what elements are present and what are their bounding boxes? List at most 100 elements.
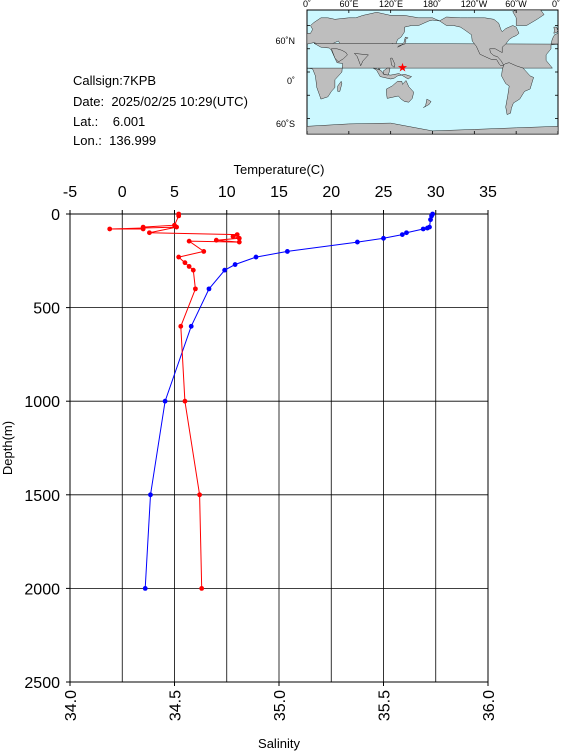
salinity-data-point: [234, 232, 240, 237]
map-longitude-labels: 0˚ 60˚E 120˚E 180˚ 120˚W 60˚W 0˚: [303, 0, 560, 9]
salinity-tick-label: 36.0: [481, 690, 498, 721]
salinity-data-point: [213, 237, 219, 243]
temperature-data-point: [148, 492, 153, 498]
lat-label: Lat.:: [73, 114, 99, 129]
map-land: [306, 9, 559, 135]
temperature-data-point: [188, 323, 194, 329]
temperature-data-point: [284, 249, 290, 254]
temperature-tick-label: 15: [270, 184, 288, 201]
temperature-data-point: [404, 230, 409, 236]
station-lon-row: Lon.: 136.999: [73, 134, 156, 147]
salinity-data-point: [174, 224, 179, 230]
salinity-data-point: [176, 254, 182, 260]
map-lon-label: 60˚W: [505, 0, 527, 9]
depth-axis-title: Depth(m): [0, 421, 15, 475]
map-lon-label: 0˚: [303, 0, 311, 9]
landmass-japan: [397, 36, 409, 48]
temperature-data-point: [206, 286, 212, 292]
temperature-data-point: [222, 267, 228, 273]
salinity-tick-label: 35.0: [272, 690, 289, 721]
series-layer: [107, 211, 436, 591]
date-value: 2025/02/25 10:29(UTC): [111, 94, 248, 109]
salinity-data-point: [140, 225, 146, 231]
temperature-data-point: [424, 225, 430, 231]
map-lon-label: 120˚W: [461, 0, 488, 9]
salinity-tick-label: 34.5: [168, 690, 185, 721]
salinity-data-point: [186, 264, 192, 269]
temperature-tick-label: 35: [479, 184, 497, 201]
salinity-data-point: [178, 323, 184, 329]
salinity-data-point: [201, 249, 207, 254]
depth-tick-label: 1500: [24, 488, 60, 505]
lon-value: 136.999: [109, 133, 157, 148]
world-map: 0˚ 60˚E 120˚E 180˚ 120˚W 60˚W 0˚ 60˚N 0˚…: [275, 0, 560, 135]
landmass-arabia: [331, 48, 348, 63]
salinity-data-point: [236, 235, 242, 241]
temperature-tick-label: 25: [375, 184, 393, 201]
temperature-tick-label: -5: [63, 184, 77, 201]
landmass-south-america: [501, 62, 534, 115]
landmass-north-america: [439, 16, 520, 67]
chart-grid: [69, 213, 489, 683]
salinity-data-point: [236, 239, 242, 245]
depth-tick-label: 1000: [24, 394, 60, 411]
station-lat-row: Lat.: 6.001: [73, 115, 145, 128]
salinity-tick-label: 34.0: [63, 690, 80, 721]
depth-tick-label: 0: [51, 207, 60, 224]
map-lon-label: 120˚E: [379, 0, 403, 9]
station-date-row: Date: 2025/02/25 10:29(UTC): [73, 95, 248, 108]
lon-label: Lon.:: [73, 133, 102, 148]
salinity-data-point: [190, 267, 196, 273]
lat-value: 6.001: [112, 114, 146, 129]
landmass-india-sea-fix: [353, 53, 369, 67]
salinity-data-point: [197, 492, 202, 498]
landmass-australia: [386, 80, 414, 103]
salinity-data-point: [107, 226, 113, 232]
temperature-tick-label: 20: [322, 184, 340, 201]
map-lat-label: 60˚N: [275, 36, 295, 46]
callsign-label: Callsign:: [73, 73, 123, 88]
salinity-data-point: [182, 260, 188, 266]
temperature-data-point: [232, 262, 238, 267]
map-lon-label: 60˚E: [339, 0, 358, 9]
landmass-uk: [553, 26, 559, 34]
date-label: Date:: [73, 94, 105, 109]
salinity-data-point: [230, 234, 236, 239]
salinity-data-point: [176, 213, 182, 219]
temperature-tick-label: 10: [218, 184, 236, 201]
landmass-indonesia: [373, 67, 413, 80]
temperature-data-point: [354, 239, 360, 245]
temperature-data-point: [420, 226, 426, 232]
temperature-tick-label: 0: [118, 184, 127, 201]
temperature-data-point: [162, 398, 168, 404]
depth-tick-label: 2500: [24, 675, 60, 692]
temperature-axis-title: Temperature(C): [233, 162, 324, 177]
temperature-tick-label: 5: [170, 184, 179, 201]
map-lat-label: 60˚S: [276, 119, 295, 129]
salinity-data-point: [199, 586, 205, 591]
map-frame-ticks: [306, 10, 559, 134]
temperature-data-point: [429, 213, 434, 219]
map-lon-label: 0˚: [552, 0, 560, 9]
landmass-madagascar: [337, 80, 343, 92]
station-marker-star: ★: [397, 60, 408, 74]
callsign-value: 7KPB: [122, 73, 157, 88]
landmass-new-zealand: [423, 98, 432, 108]
station-callsign-row: Callsign:7KPB: [73, 74, 156, 87]
temperature-tick-label: 30: [427, 184, 445, 201]
landmass-borneo: [382, 67, 391, 76]
temperature-data-point: [253, 254, 259, 260]
map-latitude-labels: 60˚N 0˚ 60˚S: [275, 36, 295, 129]
depth-tick-label: 500: [33, 301, 60, 318]
map-lon-label: 180˚: [423, 0, 441, 9]
temperature-data-point: [381, 235, 386, 241]
landmass-greenland: [512, 9, 545, 26]
temperature-data-point: [428, 217, 433, 223]
temperature-data-point: [399, 232, 405, 237]
salinity-data-point: [193, 286, 198, 292]
salinity-data-point: [186, 238, 192, 244]
salinity-data-point: [147, 230, 152, 236]
